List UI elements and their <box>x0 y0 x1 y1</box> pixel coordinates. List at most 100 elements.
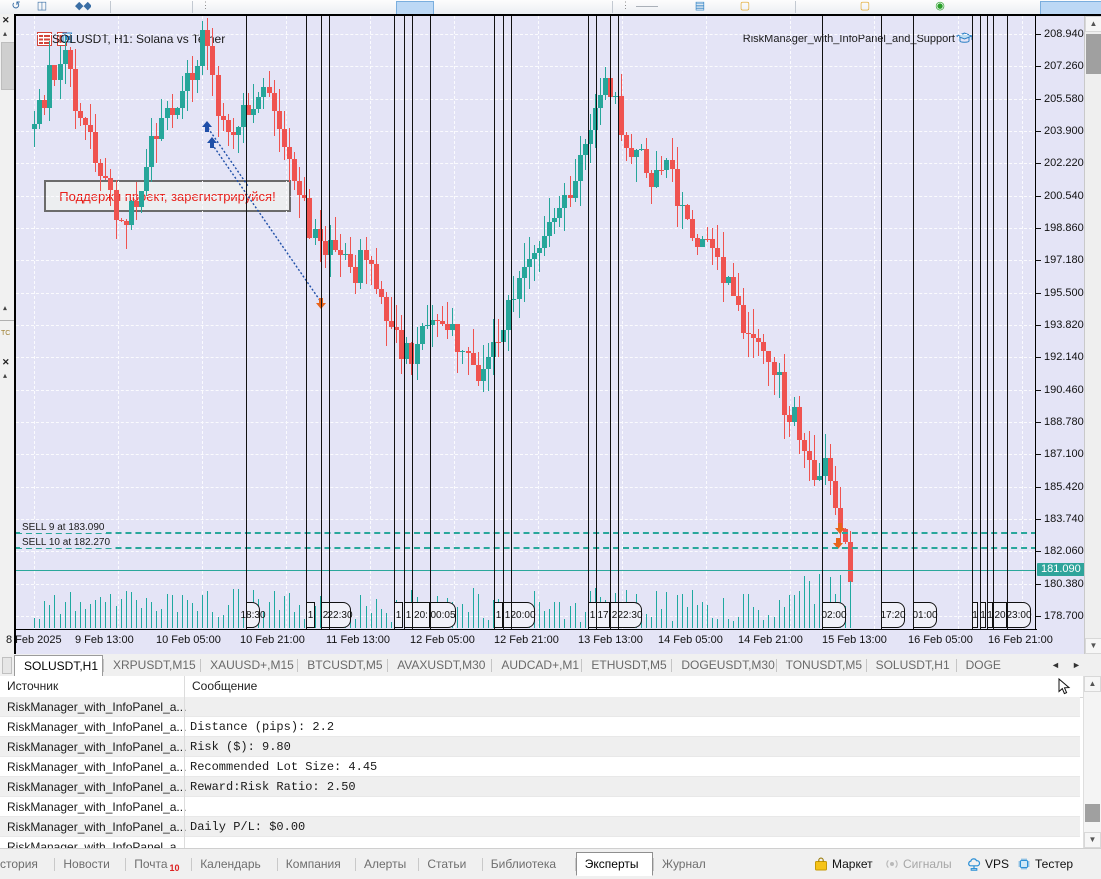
scroll-thumb[interactable] <box>1085 804 1100 822</box>
candlestick <box>491 16 496 654</box>
grip-handle[interactable]: ⋮ <box>201 0 210 10</box>
tabstrip-nub[interactable] <box>2 657 12 674</box>
chart-tab-ethusdt-m5[interactable]: ETHUSDT,M5 <box>591 658 667 672</box>
chart-list-icon[interactable] <box>37 32 52 46</box>
printer-icon[interactable]: ▤ <box>694 0 706 12</box>
chart-tab-dogeusdt-m30[interactable]: DOGEUSDT,M30 <box>681 658 775 672</box>
period-separator-tag[interactable]: 01:00 <box>912 602 938 628</box>
chart-tab-solusdt-h1[interactable]: SOLUSDT,H1 <box>875 658 950 672</box>
chart-vertical-scrollbar[interactable]: ▲ ▼ <box>1084 16 1101 654</box>
column-divider[interactable] <box>184 676 185 697</box>
tab-scroll-right-icon[interactable]: ► <box>1072 660 1081 670</box>
bottom-tab-эксперты[interactable]: Эксперты <box>575 852 653 876</box>
candle-body <box>761 342 766 351</box>
period-separator-tag[interactable]: 23:00 <box>1006 602 1032 628</box>
close-icon[interactable]: ✕ <box>2 357 10 367</box>
log-row[interactable]: RiskManager_with_InfoPanel_a... <box>0 797 1080 817</box>
chart-area[interactable]: SOLUSDT, H1: Solana vs Tether RiskManage… <box>6 14 1101 654</box>
period-separator-tag[interactable]: 00:05 <box>430 602 456 628</box>
order-level-line[interactable] <box>16 547 1037 550</box>
line-icon[interactable] <box>636 6 658 7</box>
scroll-up-arrow-icon[interactable]: ▲ <box>1084 676 1101 692</box>
period-select-box[interactable] <box>396 1 434 14</box>
experts-log-panel[interactable]: Источник Сообщение RiskManager_with_Info… <box>0 676 1101 857</box>
period-separator-tag[interactable]: 1 <box>306 602 315 628</box>
order-level-label[interactable]: SELL 9 at 183.090 <box>20 521 107 533</box>
period-separator-tag[interactable]: 22:30 <box>617 602 643 628</box>
chart-tab-btcusdt-m5[interactable]: BTCUSDT,M5 <box>307 658 383 672</box>
column-header-source[interactable]: Источник <box>7 679 59 693</box>
period-separator-tag[interactable]: 20: <box>412 602 430 628</box>
chart-tab-audcad-m1[interactable]: AUDCAD+,M1 <box>501 658 580 672</box>
chart-tab-tonusdt-m5[interactable]: TONUSDT,M5 <box>785 658 863 672</box>
chart-tab-xauusd-m15[interactable]: XAUUSD+,M15 <box>210 658 294 672</box>
bottom-tab-стория[interactable]: стория <box>0 853 54 875</box>
period-separator-tag[interactable]: 1 <box>494 602 503 628</box>
grip-handle[interactable]: ⋮ <box>621 0 630 10</box>
status-item-маркет[interactable]: Маркет <box>814 857 873 871</box>
log-row[interactable]: RiskManager_with_InfoPanel_a... Recommend… <box>0 757 1080 777</box>
log-row[interactable]: RiskManager_with_InfoPanel_a... Daily P/L… <box>0 817 1080 837</box>
toolbar-icon[interactable]: ◫ <box>36 0 48 12</box>
period-separator-tag[interactable]: 18:30 <box>240 602 266 628</box>
period-separator-tag[interactable]: 20 <box>993 602 1007 628</box>
scroll-up-arrow-icon[interactable]: ▲ <box>1085 16 1101 32</box>
status-item-vps[interactable]: VPS <box>967 857 1009 871</box>
log-row[interactable]: RiskManager_with_InfoPanel_a... <box>0 697 1080 717</box>
log-row[interactable]: RiskManager_with_InfoPanel_a... Reward:Ri… <box>0 777 1080 797</box>
period-separator-tag[interactable]: 1 <box>394 602 403 628</box>
bottom-tab-алерты[interactable]: Алерты <box>356 853 418 875</box>
chevron-down-icon[interactable]: ▾ <box>3 304 8 313</box>
time-axis[interactable]: 8 Feb 2025 9 Feb 13:00 10 Feb 05:00 10 Feb … <box>6 629 1053 654</box>
volume-bar <box>238 589 239 628</box>
chevron-up-icon[interactable]: ▴ <box>3 29 8 38</box>
chart-tab-avaxusdt-m30[interactable]: AVAXUSDT,M30 <box>397 658 486 672</box>
main-toolbar[interactable]: ↺ ◫ ◆◆ ⋮ ⋮ ▤ ▢ ▢ ◉ ▣ <box>0 0 1101 15</box>
chart-tab-doge[interactable]: DOGE <box>965 658 1001 672</box>
chart-canvas[interactable]: SOLUSDT, H1: Solana vs Tether RiskManage… <box>16 16 1037 654</box>
bottom-tab-календарь[interactable]: Календарь <box>192 853 277 875</box>
bottom-tab-почта[interactable]: Почта 10 <box>126 853 191 875</box>
log-vertical-scrollbar[interactable]: ▲ ▼ <box>1083 676 1101 848</box>
close-icon[interactable]: ✕ <box>2 15 10 25</box>
order-level-line[interactable] <box>16 531 1037 534</box>
autotrading-icon[interactable]: ◉ <box>935 0 945 12</box>
chart-indicator-icon[interactable] <box>57 32 72 46</box>
bottom-tab-статьи[interactable]: Статьи <box>419 853 481 875</box>
crosshair-icon[interactable]: ◆◆ <box>75 0 91 12</box>
period-separator-tag[interactable]: 22:30 <box>327 602 353 628</box>
grid-line-vertical <box>874 16 875 654</box>
order-level-label[interactable]: SELL 10 at 182.270 <box>20 537 113 549</box>
bottom-tab-bar[interactable]: стория Новости Почта 10 Календарь Компания Але… <box>0 848 1101 879</box>
column-header-message[interactable]: Сообщение <box>192 679 258 693</box>
bottom-tab-журнал[interactable]: Журнал <box>654 853 716 875</box>
tab-scroll-left-icon[interactable]: ◄ <box>1051 660 1060 670</box>
rail-scroll-thumb[interactable] <box>1 42 15 90</box>
period-separator-tag[interactable]: 20:00 <box>510 602 536 628</box>
chevron-up-icon[interactable]: ▴ <box>3 371 8 380</box>
status-item-сигналы[interactable]: Сигналы <box>885 857 952 871</box>
chart-tab-solusdt-h1[interactable]: SOLUSDT,H1 <box>14 655 103 677</box>
folder-icon[interactable]: ▢ <box>739 0 751 12</box>
period-separator-tag[interactable]: 02:00 <box>821 602 847 628</box>
candle-body <box>226 119 231 132</box>
status-item-тестер[interactable]: Тестер <box>1017 857 1073 871</box>
log-row[interactable]: RiskManager_with_InfoPanel_a... Distance … <box>0 717 1080 737</box>
scroll-down-arrow-icon[interactable]: ▼ <box>1084 832 1101 848</box>
grid-line-vertical <box>706 16 707 654</box>
scroll-down-arrow-icon[interactable]: ▼ <box>1085 638 1101 654</box>
folder2-icon[interactable]: ▢ <box>859 0 871 12</box>
period-separator-tag[interactable]: 17:20 <box>880 602 906 628</box>
bottom-tab-библиотека[interactable]: Библиотека <box>483 853 575 875</box>
candlestick <box>409 16 414 654</box>
left-panel-rail[interactable]: ✕ ▴ ▾ TC ✕ ▴ <box>0 14 15 654</box>
bottom-tab-новости[interactable]: Новости <box>55 853 125 875</box>
undo-icon[interactable]: ↺ <box>11 0 21 12</box>
scroll-thumb[interactable] <box>1086 34 1101 74</box>
chart-tab-strip[interactable]: SOLUSDT,H1 XRPUSDT,M15 XAUUSD+,M15 BTCUSDT,… <box>0 654 1101 677</box>
chart-tab-xrpusdt-m15[interactable]: XRPUSDT,M15 <box>113 658 196 672</box>
bottom-tab-компания[interactable]: Компания <box>278 853 355 875</box>
log-row[interactable]: RiskManager_with_InfoPanel_a... Risk ($):… <box>0 737 1080 757</box>
search-box-icon[interactable] <box>1040 1 1101 14</box>
period-separator-tag[interactable]: 17 <box>596 602 610 628</box>
